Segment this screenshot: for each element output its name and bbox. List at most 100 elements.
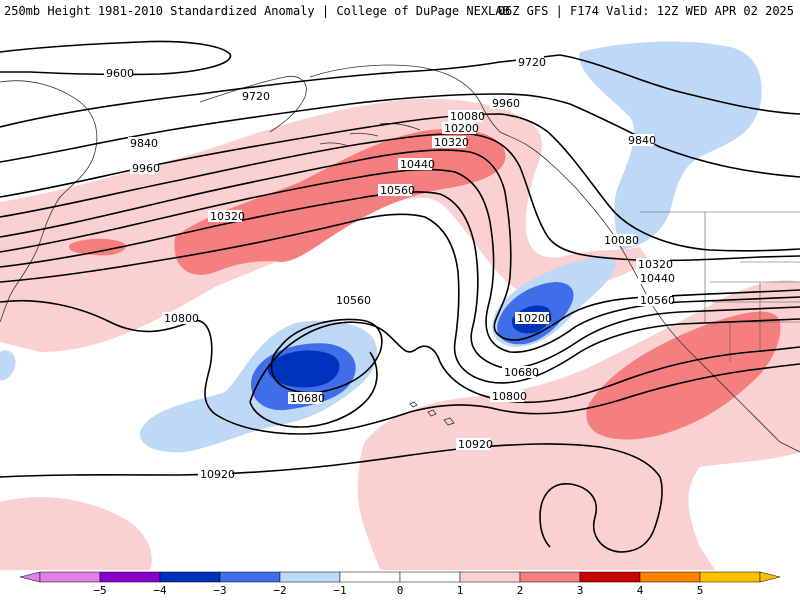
coastline-aleutians	[319, 123, 421, 147]
contour-label: 10680	[502, 366, 539, 379]
anomaly-map: 9600 9720 9720 9840 9840 9960 9960 10080…	[0, 22, 800, 570]
svg-text:10320: 10320	[434, 136, 469, 149]
colorbar-tick-label: 5	[696, 584, 704, 597]
svg-text:10320: 10320	[638, 258, 673, 271]
svg-text:9720: 9720	[518, 56, 546, 69]
colorbar-tick-label: −1	[333, 584, 347, 597]
svg-text:10560: 10560	[336, 294, 371, 307]
colorbar-segments	[19, 571, 781, 583]
contour-9840	[0, 93, 800, 178]
svg-text:10680: 10680	[290, 392, 325, 405]
contour-label: 10320	[208, 210, 245, 223]
positive-anomaly-southwest	[0, 497, 152, 570]
contour-label: 10800	[490, 390, 527, 403]
contour-10680	[249, 321, 800, 404]
contour-label: 10920	[456, 438, 493, 451]
contour-label: 10920	[198, 468, 235, 481]
map-canvas: 9600 9720 9720 9840 9840 9960 9960 10080…	[0, 40, 800, 570]
svg-text:9840: 9840	[628, 134, 656, 147]
contour-9960	[0, 113, 800, 252]
negative-anomaly-bottom	[0, 350, 16, 381]
contour-10200	[0, 149, 800, 341]
contour-label: 10560	[638, 294, 675, 307]
svg-text:10200: 10200	[517, 312, 552, 325]
colorbar-tick-label: 4	[636, 584, 644, 597]
contour-10800	[0, 299, 800, 435]
map-title: 250mb Height 1981-2010 Standardized Anom…	[4, 4, 510, 18]
contour-label: 9720	[516, 56, 546, 69]
colorbar-tick-label: 1	[456, 584, 464, 597]
svg-text:10440: 10440	[400, 158, 435, 171]
contour-10920	[0, 443, 663, 553]
colorbar-tick-label: 3	[576, 584, 584, 597]
border-canada-us	[640, 211, 800, 323]
contour-10320	[0, 168, 800, 353]
contour-label: 10680	[288, 392, 325, 405]
colorbar-ticks: −5 −4 −3 −2 −1 0 1 2 3 4 5	[0, 570, 800, 600]
contour-label: 10080	[448, 110, 485, 123]
contour-10080	[0, 132, 800, 262]
contour-10560-closed	[270, 318, 383, 394]
positive-anomaly-core-japan	[69, 238, 126, 256]
contour-label: 9840	[626, 134, 656, 147]
contour-label: 10320	[432, 136, 469, 149]
colorbar-arrow-right	[759, 571, 781, 583]
svg-text:10440: 10440	[640, 272, 675, 285]
svg-text:10560: 10560	[640, 294, 675, 307]
contour-label: 9960	[130, 162, 160, 175]
contour-label: 10560	[334, 294, 371, 307]
contour-label: 10560	[378, 184, 415, 197]
colorbar-tick-label: −2	[273, 584, 287, 597]
coastline-asia	[0, 80, 98, 323]
contour-labels: 9600 9720 9720 9840 9840 9960 9960 10080…	[104, 56, 675, 481]
svg-text:10920: 10920	[200, 468, 235, 481]
contour-label: 9840	[128, 137, 158, 150]
contour-label: 9720	[240, 90, 270, 103]
contour-9720-west	[0, 54, 561, 128]
contour-label: 10200	[515, 312, 552, 325]
contour-label: 9960	[490, 97, 520, 110]
positive-anomaly-core-southeast	[586, 311, 781, 440]
height-contours	[0, 40, 800, 553]
contour-label: 10800	[162, 312, 199, 325]
contour-10680-inner	[249, 351, 378, 428]
svg-text:10320: 10320	[210, 210, 245, 223]
svg-text:9720: 9720	[242, 90, 270, 103]
svg-text:9960: 9960	[132, 162, 160, 175]
svg-text:9600: 9600	[106, 67, 134, 80]
header-bar: 250mb Height 1981-2010 Standardized Anom…	[0, 0, 800, 22]
svg-text:10080: 10080	[450, 110, 485, 123]
colorbar-canvas	[19, 571, 781, 583]
svg-text:10080: 10080	[604, 234, 639, 247]
coastline-alaska	[309, 64, 800, 453]
svg-text:10680: 10680	[504, 366, 539, 379]
contour-label: 10440	[638, 272, 675, 285]
anomaly-colorbar: −5 −4 −3 −2 −1 0 1 2 3 4 5	[0, 570, 800, 600]
svg-text:10920: 10920	[458, 438, 493, 451]
negative-anomaly-west-core	[267, 350, 340, 388]
contour-label: 9600	[104, 67, 134, 80]
coastline-hawaii	[409, 401, 455, 426]
coastlines	[0, 64, 800, 453]
contour-label: 10080	[602, 234, 639, 247]
svg-text:10560: 10560	[380, 184, 415, 197]
contour-10560-main	[0, 213, 800, 384]
svg-text:10200: 10200	[444, 122, 479, 135]
contour-9720-east	[559, 54, 800, 115]
contour-label: 10320	[636, 258, 673, 271]
anomaly-shading	[0, 41, 800, 570]
colorbar-tick-label: 0	[396, 584, 404, 597]
model-run-info: 06Z GFS | F174 Valid: 12Z WED APR 02 202…	[497, 4, 794, 18]
colorbar-tick-label: −4	[153, 584, 167, 597]
svg-text:10800: 10800	[492, 390, 527, 403]
contour-10440	[0, 191, 800, 369]
colorbar-tick-label: −3	[213, 584, 227, 597]
border-states	[712, 282, 800, 362]
colorbar-tick-label: −5	[93, 584, 107, 597]
contour-label: 10440	[398, 158, 435, 171]
negative-anomaly-canada	[579, 41, 762, 250]
svg-text:9840: 9840	[130, 137, 158, 150]
svg-text:10800: 10800	[164, 312, 199, 325]
svg-text:9960: 9960	[492, 97, 520, 110]
contour-label: 10200	[442, 122, 479, 135]
